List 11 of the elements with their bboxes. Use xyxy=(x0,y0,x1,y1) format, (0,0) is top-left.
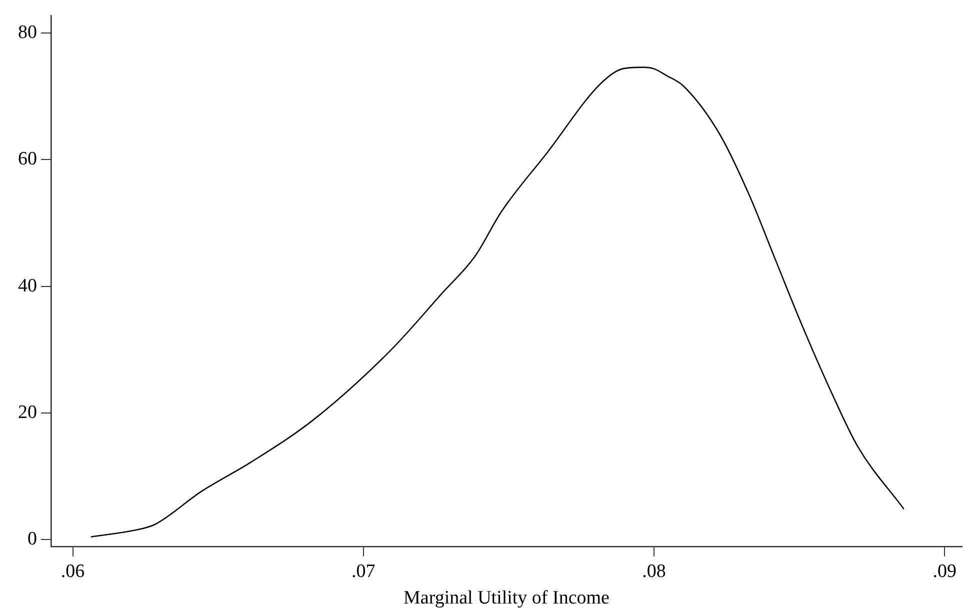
x-tick-label: .08 xyxy=(642,560,666,582)
x-tick-label: .09 xyxy=(932,560,956,582)
y-tick-label: 40 xyxy=(18,275,37,296)
y-tick-label: 80 xyxy=(18,22,37,44)
line-series xyxy=(90,66,905,538)
y-tick-label: 60 xyxy=(18,148,37,170)
y-tick-label: 20 xyxy=(18,402,37,423)
x-axis-title: Marginal Utility of Income xyxy=(404,588,610,609)
x-tick-label: .07 xyxy=(352,560,376,582)
x-tick-label: .06 xyxy=(60,560,85,582)
y-tick-label: 0 xyxy=(28,528,37,550)
